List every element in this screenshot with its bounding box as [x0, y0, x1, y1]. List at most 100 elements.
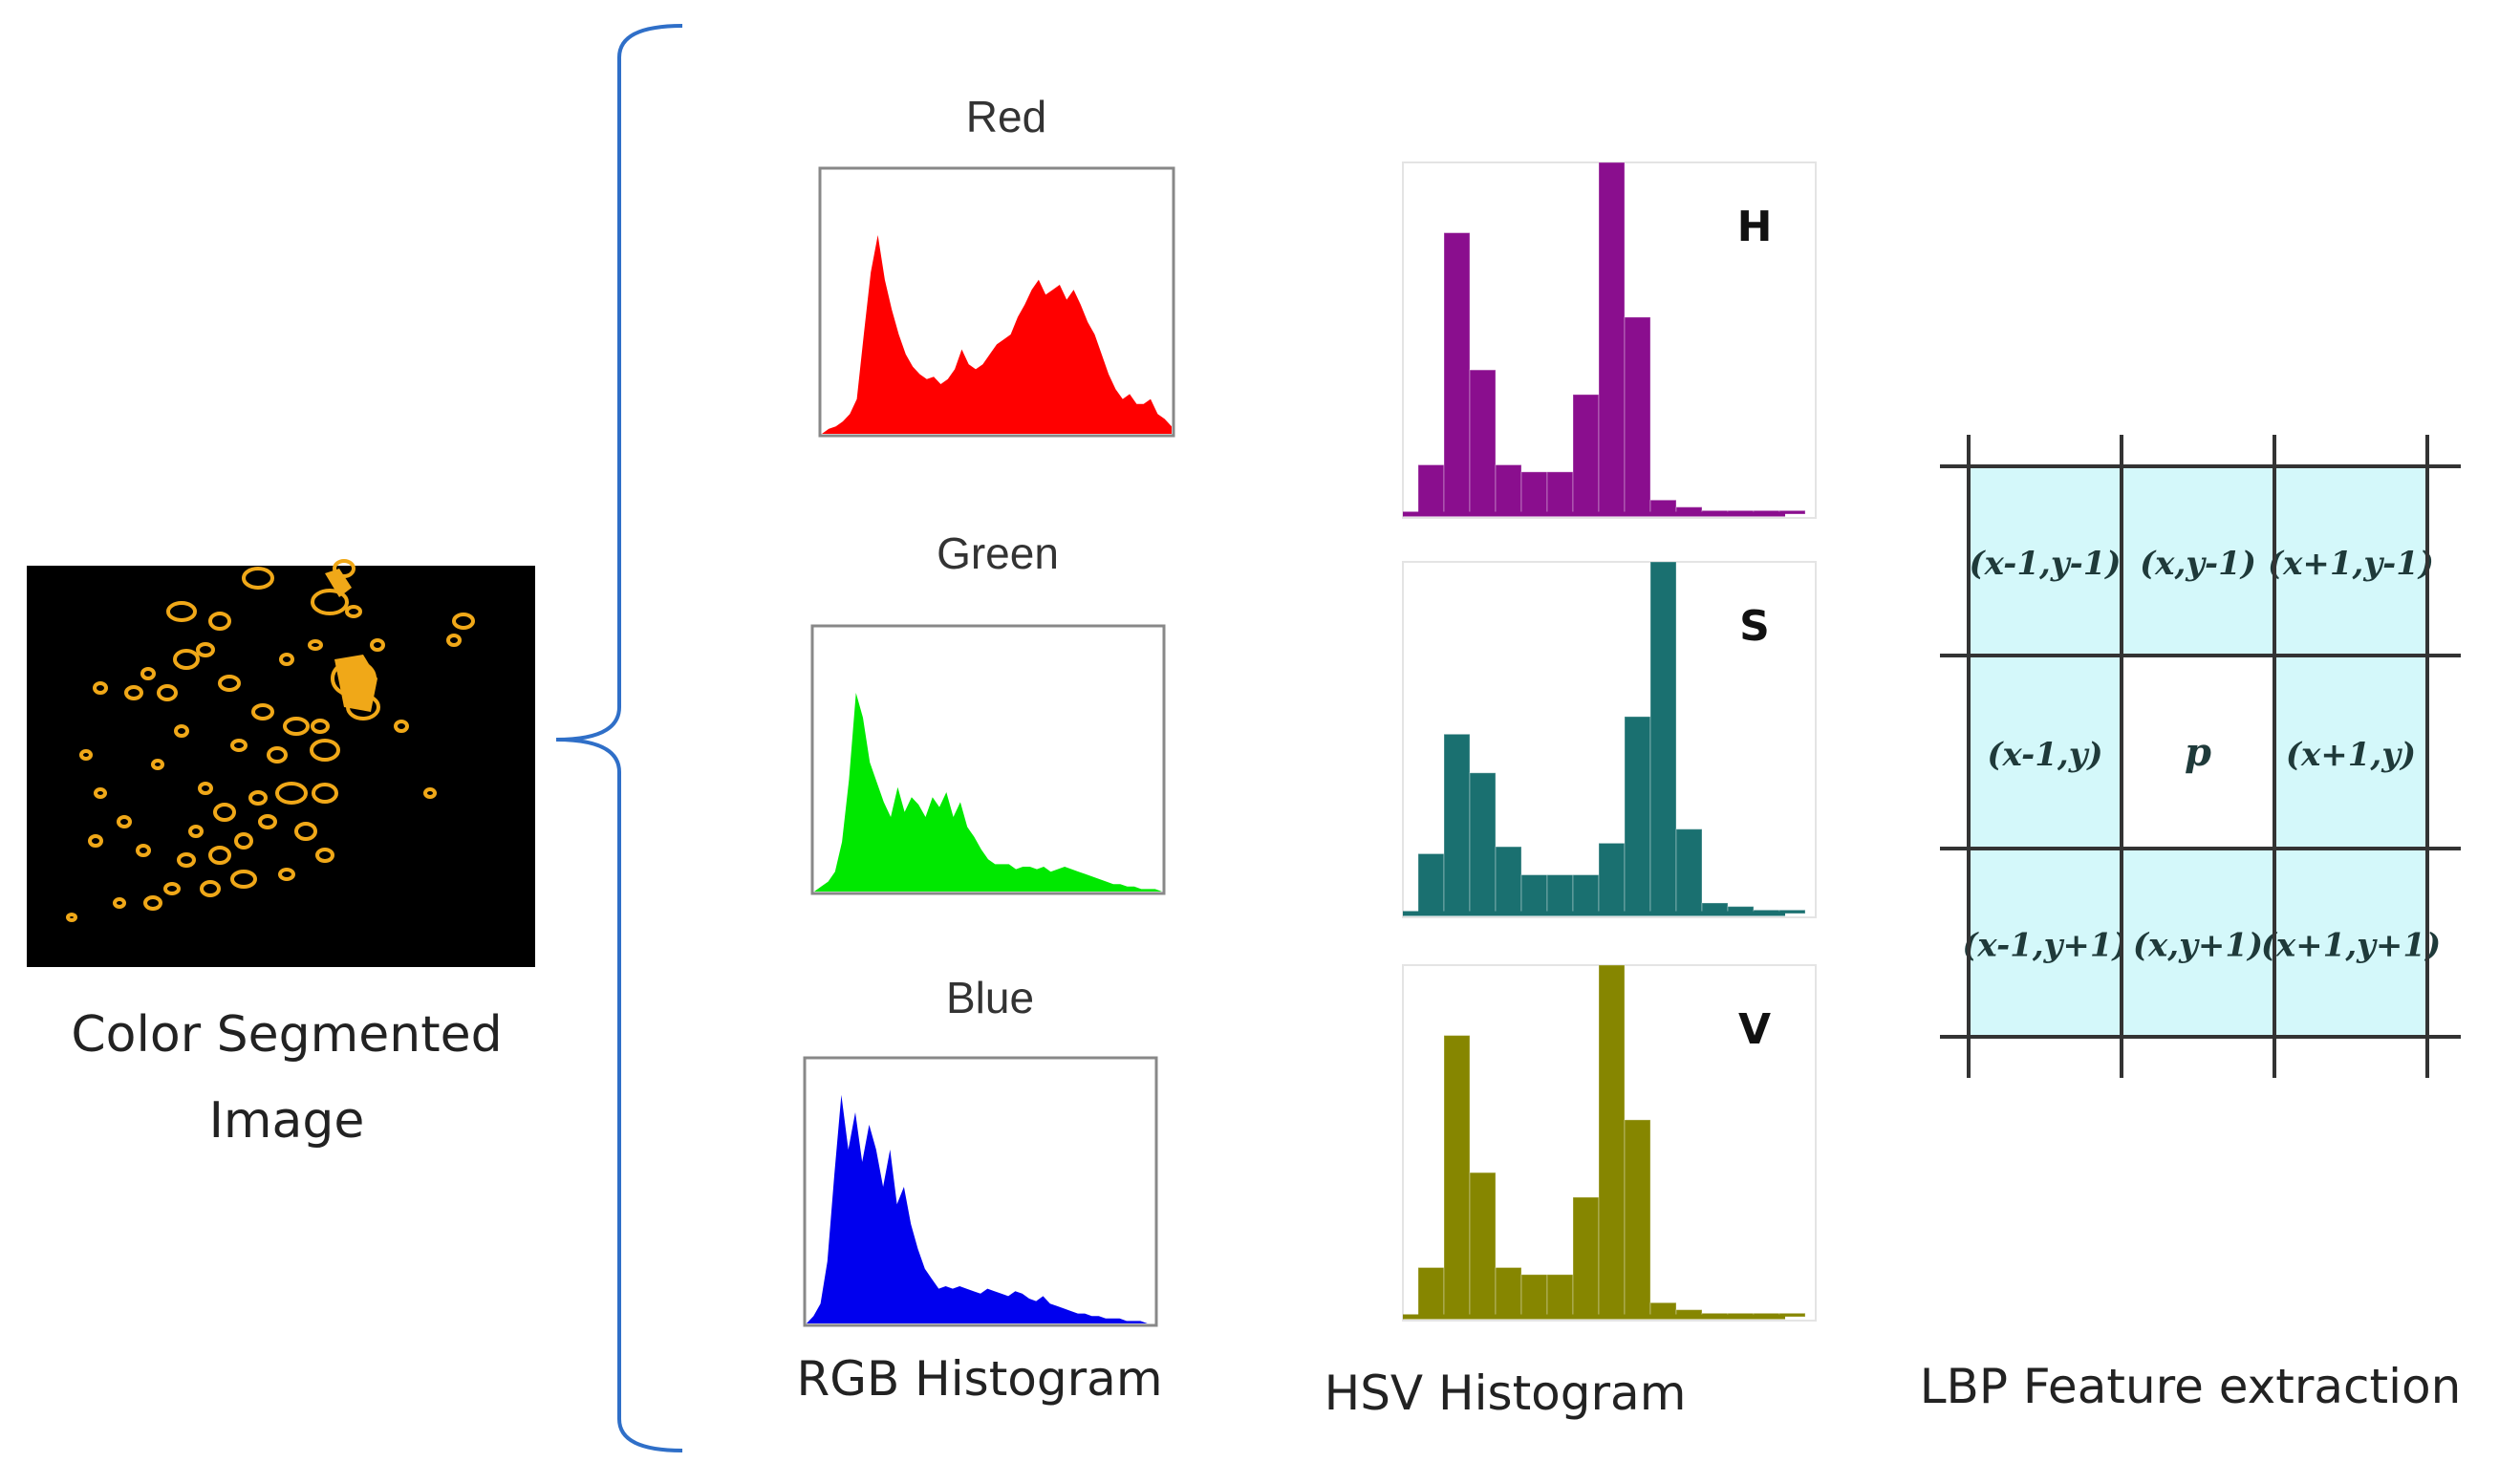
segmented-blob: [117, 815, 132, 828]
segmented-blob: [198, 782, 213, 795]
segmented-blob: [452, 613, 475, 630]
histogram-bar: [1624, 716, 1651, 914]
lbp-cell: [2274, 656, 2427, 849]
histogram-bar: [1546, 471, 1574, 515]
lbp-cell: [2274, 466, 2427, 656]
rgb-channel-blue: Blue: [803, 973, 1158, 1327]
histogram-bar: [1417, 463, 1445, 515]
histogram-bar: [1598, 964, 1626, 1318]
segmented-blob: [140, 667, 156, 680]
histogram-bar: [1624, 1119, 1651, 1318]
segmented-blob: [174, 724, 189, 738]
segmented-blob: [311, 719, 330, 734]
segmented-blob: [163, 882, 181, 895]
histogram-bar: [1546, 1274, 1574, 1318]
color-segmented-image: [27, 559, 535, 967]
curly-brace: [555, 24, 683, 1452]
histogram-bar: [1598, 161, 1626, 515]
segmented-blob: [248, 790, 268, 806]
segmented-blob: [258, 814, 277, 829]
lbp-cell-label: (x,y-1): [2140, 545, 2256, 583]
rgb-channel-label: Red: [966, 92, 1046, 141]
lbp-cell-label: (x,y+1): [2133, 927, 2263, 965]
segmented-blob: [230, 739, 248, 752]
segmented-blob: [315, 848, 334, 863]
histogram-bar: [1495, 1266, 1522, 1318]
lbp-cell-label: (x+1,y+1): [2261, 927, 2441, 965]
rgb-channel-green: Green: [810, 528, 1166, 895]
segmented-blob: [370, 638, 385, 652]
hsv-channel-s: S: [1402, 561, 1817, 918]
segmented-blob: [200, 880, 221, 897]
histogram-bar: [1495, 846, 1522, 914]
segmented-blob: [294, 822, 317, 841]
segmented-blob: [113, 897, 126, 909]
lbp-center-label: p: [2185, 730, 2211, 775]
histogram-bar: [1572, 874, 1600, 914]
rgb-caption: RGB Histogram: [796, 1351, 1162, 1407]
histogram-bar: [1417, 852, 1445, 914]
histogram-bar: [1520, 874, 1548, 914]
histogram-bar: [1520, 1274, 1548, 1318]
hsv-channel-label: S: [1739, 602, 1770, 651]
segmented-blob: [234, 832, 253, 850]
histogram-bar: [1443, 733, 1471, 914]
segmented-blob: [218, 675, 241, 692]
lbp-cell-label: (x+1,y): [2286, 736, 2416, 774]
lbp-cell-label: (x-1,y+1): [1962, 927, 2127, 965]
histogram-bar: [1649, 561, 1677, 914]
lbp-cell: [1969, 466, 2122, 656]
lbp-caption: LBP Feature extraction: [1920, 1359, 2462, 1414]
segmented-blob: [446, 634, 462, 647]
segmented-blob: [267, 746, 288, 764]
hsv-channel-label: V: [1738, 1005, 1771, 1054]
segmented-blob: [208, 846, 231, 865]
histogram-bar: [1624, 316, 1651, 515]
rgb-histograms: Red Green Blue: [803, 92, 1175, 1327]
lbp-cell: [2274, 849, 2427, 1037]
segmented-blob: [334, 655, 377, 712]
hsv-caption: HSV Histogram: [1325, 1366, 1687, 1421]
lbp-cell: [2122, 849, 2274, 1037]
segmented-blob: [196, 642, 215, 657]
histogram-bar: [1469, 369, 1497, 515]
segmented-blob: [311, 589, 349, 615]
segmented-blob: [177, 852, 196, 868]
lbp-cell-label: (x-1,y): [1987, 736, 2102, 774]
segmented-blob: [230, 870, 257, 889]
histogram-area: [807, 1094, 1154, 1323]
hsv-channel-label: H: [1737, 203, 1773, 251]
segmented-blob: [242, 567, 274, 590]
segmented-blob: [275, 782, 308, 805]
segmented-blob: [93, 681, 108, 695]
left-caption-line1: Color Segmented: [71, 1006, 502, 1064]
histogram-bar: [1469, 772, 1497, 914]
lbp-cell-label: (x+1,y-1): [2268, 545, 2434, 583]
rgb-channel-red: Red: [818, 92, 1175, 438]
segmented-blob: [151, 759, 164, 770]
lbp-cell-label: (x-1,y-1): [1970, 545, 2122, 583]
segmented-blob: [208, 612, 231, 631]
segmented-blob: [308, 639, 323, 651]
segmented-blob: [143, 895, 162, 911]
segmented-blob: [88, 834, 103, 848]
histogram-bar: [1443, 232, 1471, 515]
histogram-bar: [1572, 1196, 1600, 1318]
segmented-blob: [345, 605, 362, 618]
segmented-blob: [251, 703, 274, 720]
segmented-blob: [394, 720, 409, 733]
histogram-bar: [1520, 471, 1548, 515]
rgb-channel-label: Green: [937, 528, 1059, 578]
hsv-histograms: H S V: [1402, 161, 1817, 1322]
segmented-blob: [124, 685, 143, 700]
histogram-bar: [1572, 394, 1600, 515]
segmented-blob: [312, 783, 338, 804]
histogram-area: [814, 693, 1162, 892]
segmented-blob: [213, 803, 236, 822]
lbp-grid: (x-1,y-1) (x,y-1) (x+1,y-1) (x-1,y) p (x+1,y)…: [1940, 435, 2461, 1078]
lbp-cell: [2122, 466, 2274, 656]
segmented-blob: [325, 569, 352, 597]
histogram-bar: [1675, 828, 1703, 914]
segmented-blob: [279, 653, 294, 666]
